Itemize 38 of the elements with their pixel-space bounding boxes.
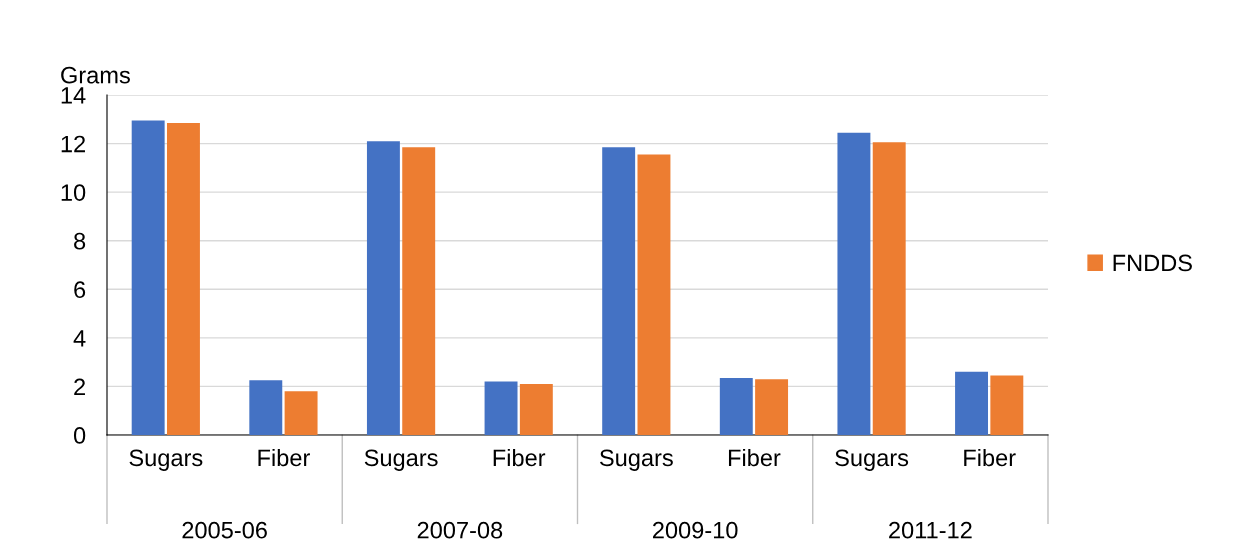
bar (249, 380, 283, 435)
y-tick-label: 12 (61, 135, 85, 153)
x-tick-label: Sugars (835, 449, 909, 471)
text: 2011-12 (889, 521, 972, 539)
y-tick-label: 8 (74, 232, 86, 250)
y-tick-label: 14 (61, 87, 86, 104)
legend-label: FNDDS (1113, 254, 1192, 272)
text: 2007-08 (417, 521, 503, 539)
y-tick-label: 6 (74, 281, 86, 299)
bar (284, 391, 318, 435)
bar (519, 384, 553, 435)
y-axis-title: Grams (61, 66, 130, 84)
y-tick-label: 4 (73, 330, 86, 347)
bar (719, 377, 753, 435)
x-tick-label: Sugars (599, 449, 673, 471)
x-tick-label: Fiber (493, 448, 546, 467)
x-tick-label: Sugars (364, 449, 438, 471)
x-tick-label: Fiber (964, 448, 1016, 467)
bar (131, 120, 165, 435)
bar (402, 147, 436, 435)
x-tick-label: Sugars (129, 449, 203, 471)
bar (166, 122, 200, 435)
x-tick-label: Fiber (258, 448, 310, 467)
bar (955, 371, 989, 435)
bar (837, 132, 871, 435)
x-tick-label: Fiber (728, 448, 781, 467)
y-tick-label: 0 (73, 427, 86, 444)
y-tick-label: 2 (74, 378, 85, 395)
text: 2009-10 (652, 521, 738, 539)
bar (990, 375, 1024, 435)
bar (637, 154, 671, 435)
bar (366, 141, 400, 435)
bar (872, 142, 906, 435)
text: 2005-06 (182, 521, 267, 539)
bar (602, 147, 636, 435)
bar (755, 379, 789, 435)
y-tick-label: 10 (61, 184, 86, 201)
bar (484, 381, 518, 435)
